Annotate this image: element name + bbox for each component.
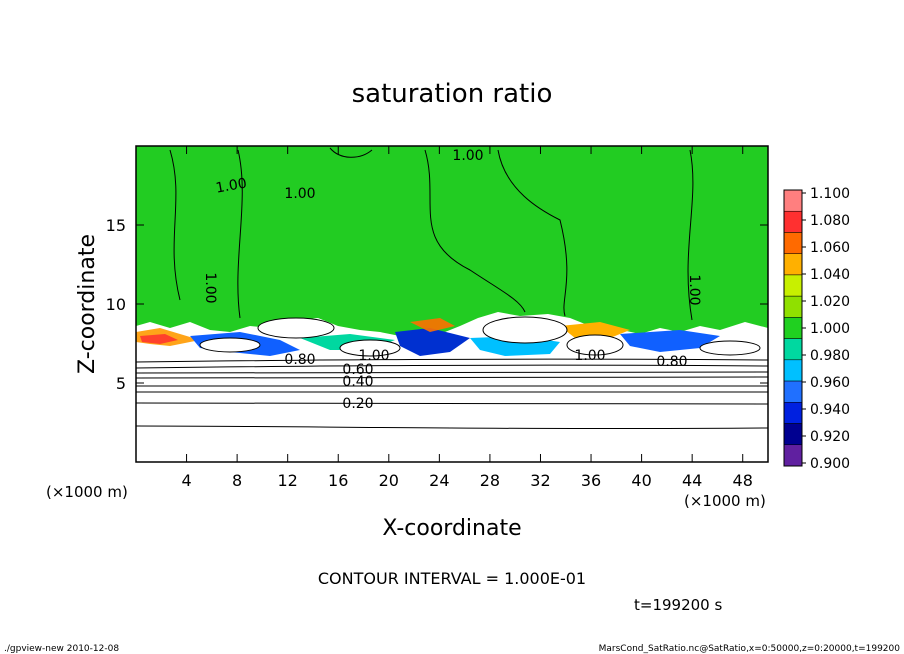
cloud-edge-orange-2 (560, 322, 630, 338)
y-tick-label: 15 (106, 216, 126, 235)
chart-title: saturation ratio (352, 79, 553, 109)
contour-label: 1.00 (202, 272, 218, 303)
contour-labels: 1.00 1.00 1.00 1.00 1.00 1.00 1.00 0.80 0.80 0.60… (202, 148, 702, 412)
colorbar-swatch (783, 253, 803, 276)
contour-label: 1.00 (215, 175, 248, 196)
colorbar-swatch (783, 338, 803, 361)
x-axis: 4 8 12 16 20 24 28 32 36 40 44 48 (181, 146, 753, 490)
colorbar-swatch (783, 423, 803, 446)
colorbar-swatch (783, 210, 803, 233)
y-unit-label: (×1000 m) (46, 483, 128, 501)
colorbar-label: 1.000 (810, 321, 850, 337)
colorbar-label: 0.980 (810, 348, 850, 364)
contour-label: 1.00 (574, 348, 605, 364)
cloud-core (699, 340, 761, 356)
colorbar-swatch (783, 295, 803, 318)
contour-label: 1.00 (284, 186, 315, 202)
saturated-region (136, 146, 768, 336)
colorbar-label: 0.960 (810, 375, 850, 391)
contour-label: 0.20 (342, 396, 373, 412)
x-tick-label: 8 (232, 471, 242, 490)
contour-label: 1.00 (358, 348, 389, 364)
colorbar-swatch (783, 189, 803, 212)
cloud-edge-orange-3 (410, 318, 455, 332)
colorbar-swatch (783, 317, 803, 339)
colorbar-swatch (783, 232, 803, 254)
x-tick-label: 36 (581, 471, 601, 490)
contour-label: 1.00 (686, 274, 702, 305)
x-tick-label: 28 (480, 471, 500, 490)
cloud-core (482, 316, 568, 344)
x-tick-label: 32 (530, 471, 550, 490)
y-tick-label: 10 (106, 295, 126, 314)
colorbar-label: 1.020 (810, 294, 850, 310)
contour-interval-text: CONTOUR INTERVAL = 1.000E-01 (318, 569, 586, 588)
contour-label: 1.00 (452, 148, 483, 164)
contour-label: 0.40 (342, 374, 373, 390)
footer-left: ./gpview-new 2010-12-08 (4, 644, 119, 654)
colorbar-label: 0.900 (810, 456, 850, 472)
colorbar-swatch (783, 402, 803, 424)
cloud-core (339, 339, 401, 357)
contour-label: 0.60 (342, 362, 373, 378)
y-axis-label: Z-coordinate (75, 234, 100, 374)
colorbar-label: 1.100 (810, 186, 850, 202)
colorbar-label: 0.940 (810, 402, 850, 418)
colorbar-label: 0.920 (810, 429, 850, 445)
cloud-edge-red (140, 334, 178, 344)
colorbar-swatch (783, 380, 803, 403)
colorbar-label: 1.060 (810, 240, 850, 256)
colorbar-swatch (783, 444, 803, 467)
cloud-edge-blue-4 (620, 330, 720, 352)
x-tick-label: 20 (379, 471, 399, 490)
colorbar-label: 1.040 (810, 267, 850, 283)
x-tick-label: 40 (631, 471, 651, 490)
cloud-core (199, 337, 261, 353)
x-unit-label: (×1000 m) (684, 492, 766, 510)
y-axis: 5 10 15 (106, 216, 768, 393)
colorbar-swatch (783, 359, 803, 382)
y-tick-label: 5 (116, 374, 126, 393)
colorbar-label: 1.080 (810, 213, 850, 229)
colorbar: 1.100 1.080 1.060 1.040 1.020 1.000 0.980 0.960… (783, 186, 850, 472)
x-tick-label: 48 (733, 471, 753, 490)
contour-line-1.00 (169, 147, 694, 321)
cloud-edge-blue-2 (395, 328, 470, 356)
time-label: t=199200 s (634, 596, 722, 614)
x-tick-label: 4 (181, 471, 191, 490)
x-tick-label: 24 (429, 471, 449, 490)
x-tick-label: 16 (328, 471, 348, 490)
x-axis-label: X-coordinate (382, 516, 521, 541)
plot-area (136, 146, 768, 462)
footer-right: MarsCond_SatRatio.nc@SatRatio,x=0:50000,… (599, 644, 901, 654)
contour-label: 0.80 (284, 352, 315, 368)
contour-label: 0.80 (656, 354, 687, 370)
cloud-core (566, 334, 624, 356)
x-tick-label: 12 (278, 471, 298, 490)
x-tick-label: 44 (682, 471, 702, 490)
colorbar-swatch (783, 274, 803, 297)
cloud-core (257, 317, 335, 339)
